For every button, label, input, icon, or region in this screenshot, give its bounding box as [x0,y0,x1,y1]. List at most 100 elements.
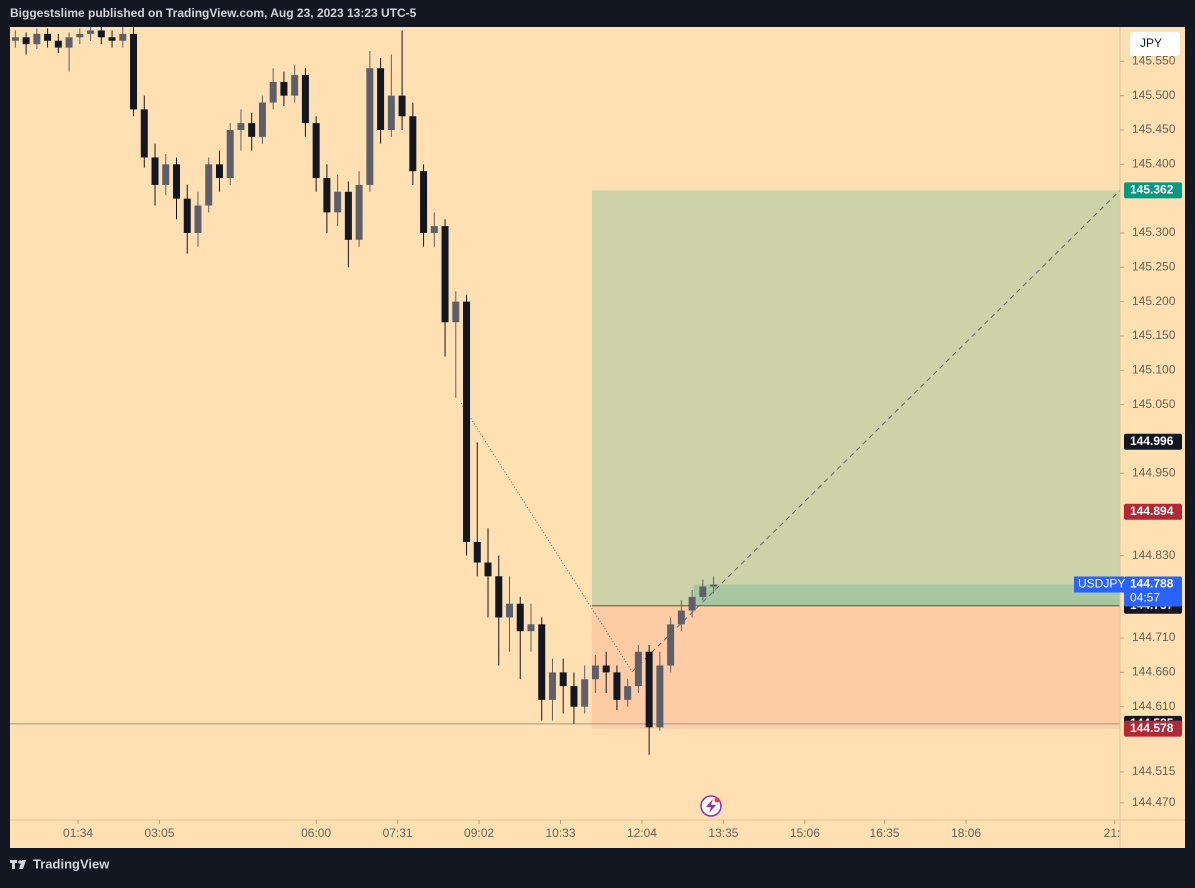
candle-body [22,37,30,45]
candle-body [54,40,62,48]
x-tick-label: 16:35 [870,826,900,840]
x-tick-label: 13:35 [708,826,738,840]
candle-body [484,562,492,577]
candle-body [387,95,395,130]
candle-body [570,686,578,707]
candle-body [108,37,116,41]
axes: 145.550 145.500 145.450 145.400 145.300 145.2… [63,54,1182,840]
candle-body [291,75,299,96]
candle-body [140,109,148,158]
candle-body [613,672,621,700]
target-zone [591,190,1120,606]
candle-body [452,301,460,323]
candle-body [634,651,642,687]
candle-body [280,81,288,96]
y-tick-label: 145.400 [1132,156,1176,170]
price-tag [1124,182,1182,199]
candle-body [11,37,19,41]
candle-body [581,679,589,707]
countdown-label: 04:57 [1130,591,1160,605]
trend-line [460,402,633,672]
currency-button[interactable] [1130,32,1180,56]
candle-body [624,686,632,700]
candle-body [463,301,471,542]
candle-body [495,576,503,618]
candle-body [538,624,546,700]
candle-body [215,164,223,179]
y-tick-label: 144.470 [1132,795,1176,809]
price-tag [1124,720,1182,737]
candle-body [366,68,374,185]
chart-panel [10,27,1185,848]
candle-body [226,129,234,179]
candle-body [194,205,202,233]
lightning-icon [700,795,722,817]
candle-body [33,33,41,45]
candle-body [656,665,664,728]
y-tick-label: 144.830 [1132,548,1176,562]
candle-body [334,191,342,213]
y-tick-label: 144.610 [1132,699,1176,713]
header-text: Biggestslime published on TradingView.co… [10,6,417,20]
candle-body [76,33,84,38]
candle-body [237,123,245,130]
candle-body [559,672,567,687]
symbol-label: USDJPY [1078,577,1125,591]
candle-body [527,624,535,632]
plot-area [10,27,1120,755]
y-tick-label: 144.710 [1132,630,1176,644]
y-tick-label: 144.515 [1132,764,1176,778]
candle-body [151,157,159,185]
candle-body [44,33,52,41]
y-tick-label: 145.100 [1132,362,1176,376]
candle-body [398,95,406,117]
x-tick-label: 01:34 [63,826,93,840]
candle-body [699,586,707,597]
y-tick-label: 145.500 [1132,88,1176,102]
candle-body [430,226,438,233]
y-tick-label: 145.250 [1132,259,1176,273]
last-price-tag [1124,576,1182,607]
candle-body [420,171,428,233]
x-tick-label: 07:31 [383,826,413,840]
y-tick-label: 145.450 [1132,122,1176,136]
candle-body [645,651,653,728]
candle-body [344,191,352,240]
candle-body [516,603,524,632]
y-tick-label: 145.300 [1132,225,1176,239]
x-tick-label: 03:05 [144,826,174,840]
candle-body [173,164,180,199]
last-price-label: 144.788 [1130,577,1174,591]
y-tick-label: 145.050 [1132,397,1176,411]
candle-body [205,164,213,206]
candle-body [162,164,170,185]
candle-body [677,610,685,625]
x-tick-label: 15:06 [790,826,820,840]
candle-body [301,75,309,124]
candle-body [248,123,256,137]
candle-body [65,37,73,48]
trend-line [631,190,1120,673]
y-tick-label: 144.950 [1132,465,1176,479]
x-tick-label: 09:02 [464,826,494,840]
x-tick-label: 10:33 [546,826,576,840]
x-tick-label: 12:04 [627,826,657,840]
y-tick-label: 144.660 [1132,665,1176,679]
candle-body [269,81,277,103]
x-tick-label: 18:06 [951,826,981,840]
x-tick-label: 21: [1104,826,1121,840]
candle-body [473,541,481,563]
candle-body [97,30,105,38]
price-tag-label: 144.996 [1130,434,1174,448]
currency-label: JPY [1140,36,1162,50]
candle-body [506,603,513,618]
candle-body [667,624,675,666]
y-tick-label: 145.150 [1132,328,1176,342]
candle-body [710,584,718,587]
candle-body [119,33,127,41]
candle-body [548,672,556,700]
y-tick-label: 145.200 [1132,294,1176,308]
open-profit-zone [693,584,1120,606]
